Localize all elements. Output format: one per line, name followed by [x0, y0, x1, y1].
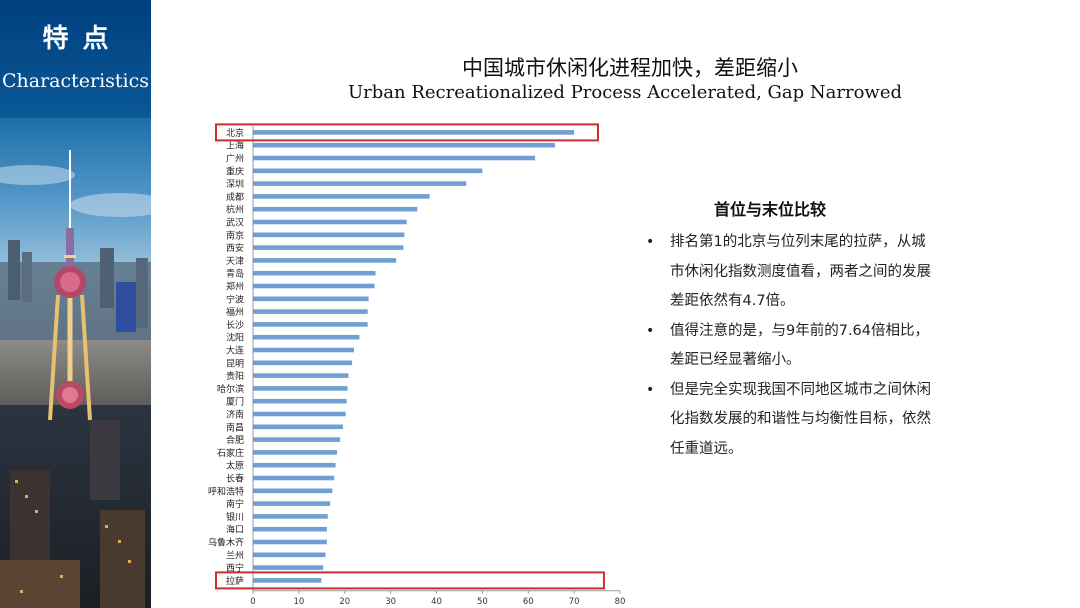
y-tick-label: 石家庄 — [217, 447, 244, 459]
side-photo-panel: 特点 Characteristics — [0, 0, 151, 608]
panel-title-english: Characteristics — [1, 70, 150, 92]
y-tick-label: 西安 — [226, 242, 244, 254]
y-tick-label: 昆明 — [226, 358, 244, 369]
bar — [253, 232, 405, 238]
chart-subtitle: Urban Recreationalized Process Accelerat… — [347, 82, 903, 103]
bar — [253, 386, 348, 391]
y-tick-label: 合肥 — [226, 434, 244, 446]
y-tick-label: 成都 — [226, 191, 244, 203]
x-tick-label: 20 — [339, 597, 350, 607]
y-tick-label: 南京 — [226, 229, 244, 241]
bar — [253, 334, 360, 340]
y-tick-label: 大连 — [226, 345, 244, 357]
bar — [253, 283, 375, 289]
x-tick-label: 30 — [385, 597, 396, 607]
x-tick-label: 70 — [569, 597, 580, 607]
bar — [253, 424, 343, 430]
y-tick-label: 济南 — [226, 409, 244, 421]
bar — [253, 168, 483, 174]
bar — [253, 462, 336, 468]
bar — [253, 155, 536, 161]
y-tick-label: 长沙 — [226, 319, 244, 331]
y-tick-label: 乌鲁木齐 — [208, 537, 244, 549]
y-tick-label: 长春 — [226, 473, 244, 485]
y-tick-label: 北京 — [226, 127, 244, 139]
bar — [253, 501, 331, 506]
x-tick-label: 60 — [523, 597, 534, 607]
bar — [253, 360, 353, 366]
y-tick-label: 海口 — [226, 524, 244, 536]
bar — [253, 206, 418, 212]
bar — [253, 296, 369, 302]
y-tick-label: 重庆 — [226, 165, 244, 177]
y-tick-label: 深圳 — [226, 179, 244, 190]
x-tick-label: 0 — [250, 597, 255, 607]
bar — [253, 552, 326, 558]
bar — [253, 347, 354, 353]
bar — [253, 450, 337, 455]
summary-heading: 首位与末位比较 — [713, 200, 826, 219]
y-tick-label: 福州 — [226, 306, 244, 318]
summary-point: 但是完全实现我国不同地区城市之间休闲化指数发展的和谐性与均衡性目标，依然任重道远… — [646, 376, 936, 465]
y-tick-label: 拉萨 — [226, 575, 244, 587]
y-tick-label: 银川 — [226, 511, 244, 523]
y-tick-label: 太原 — [226, 460, 244, 472]
y-tick-label: 宁波 — [226, 293, 244, 305]
bar — [253, 398, 347, 404]
y-tick-label: 沈阳 — [226, 332, 244, 344]
bar — [253, 539, 327, 545]
x-tick-label: 10 — [293, 597, 304, 607]
x-tick-label: 40 — [431, 597, 442, 607]
bar — [253, 270, 376, 276]
y-tick-label: 西宁 — [226, 562, 244, 574]
bar — [253, 373, 349, 378]
y-tick-label: 南宁 — [226, 498, 244, 510]
bar — [253, 475, 335, 481]
bar — [253, 514, 328, 519]
y-tick-label: 兰州 — [226, 549, 244, 561]
bar — [253, 245, 404, 250]
shanghai-skyline-image — [0, 150, 151, 608]
bar — [253, 411, 346, 417]
summary-point: 排名第1的北京与位列末尾的拉萨，从城市休闲化指数测度值看，两者之间的发展差距依然… — [646, 228, 936, 317]
panel-header-band — [0, 0, 151, 118]
summary-list: 排名第1的北京与位列末尾的拉萨，从城市休闲化指数测度值看，两者之间的发展差距依然… — [646, 228, 936, 464]
y-tick-label: 厦门 — [226, 396, 244, 408]
bar — [253, 219, 407, 225]
x-tick-label: 80 — [615, 597, 626, 607]
bar — [253, 488, 333, 494]
bar — [253, 437, 341, 442]
city-leisure-bar-chart: 北京上海广州重庆深圳成都杭州武汉南京西安天津青岛郑州宁波福州长沙沈阳大连昆明贵阳… — [208, 123, 626, 607]
summary-point: 值得注意的是，与9年前的7.64倍相比，差距已经显著缩小。 — [646, 317, 936, 376]
y-tick-label: 南昌 — [226, 421, 244, 433]
bar — [253, 142, 555, 148]
y-tick-label: 武汉 — [226, 217, 244, 229]
bar — [253, 309, 368, 314]
y-tick-label: 上海 — [226, 140, 244, 152]
y-tick-label: 青岛 — [226, 268, 244, 280]
chart-title: 中国城市休闲化进程加快，差距缩小 — [462, 56, 798, 80]
y-tick-label: 贵阳 — [226, 370, 244, 382]
bar — [253, 565, 324, 570]
bar — [253, 194, 430, 199]
bar — [253, 322, 368, 327]
y-tick-label: 郑州 — [226, 281, 244, 293]
highlight-box — [215, 123, 599, 142]
y-tick-label: 呼和浩特 — [208, 485, 244, 497]
bar — [253, 258, 397, 263]
bar — [253, 130, 575, 135]
highlight-box — [215, 571, 605, 590]
y-tick-label: 广州 — [226, 153, 244, 165]
bar — [253, 181, 467, 186]
y-tick-label: 天津 — [226, 256, 244, 267]
y-tick-label: 杭州 — [226, 204, 244, 216]
panel-title-chinese: 特点 — [42, 24, 123, 54]
bar — [253, 578, 322, 583]
y-tick-label: 哈尔滨 — [217, 383, 244, 395]
bar — [253, 526, 327, 532]
x-tick-label: 50 — [477, 597, 488, 607]
